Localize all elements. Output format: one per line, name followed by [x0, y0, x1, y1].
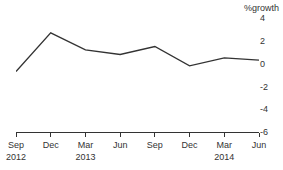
svg-text:Sep2012: Sep2012 [6, 140, 26, 162]
svg-text:-4: -4 [260, 104, 268, 114]
svg-text:4: 4 [260, 13, 265, 23]
svg-text:Dec: Dec [182, 140, 199, 150]
svg-text:0: 0 [260, 59, 265, 69]
svg-text:-2: -2 [260, 82, 268, 92]
svg-text:%growth: %growth [244, 3, 279, 13]
svg-text:-6: -6 [260, 127, 268, 137]
svg-text:Mar2013: Mar2013 [75, 140, 95, 162]
svg-text:Jun: Jun [113, 140, 128, 150]
svg-text:Mar2014: Mar2014 [214, 140, 234, 162]
svg-text:Jun: Jun [252, 140, 267, 150]
svg-text:2: 2 [260, 36, 265, 46]
svg-text:Dec: Dec [43, 140, 60, 150]
svg-text:Sep: Sep [147, 140, 163, 150]
